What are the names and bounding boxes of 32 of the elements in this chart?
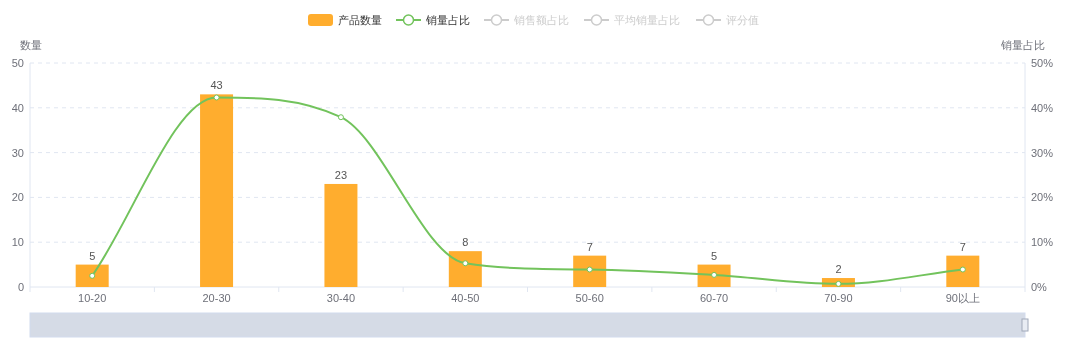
x-tick-label: 30-40 (326, 292, 356, 304)
legend-label: 销量占比 (425, 14, 470, 26)
y-tick-label: 30 (11, 146, 24, 159)
data-label: 7 (586, 240, 593, 253)
y2-axis-title: 销量占比 (1000, 39, 1045, 51)
x-tick-label: 20-30 (202, 292, 231, 304)
x-tick-label: 60-70 (699, 292, 729, 304)
y2-tick-label: 10% (1031, 236, 1054, 249)
data-label: 2 (835, 263, 842, 276)
data-label: 5 (711, 249, 718, 262)
data-label: 8 (462, 236, 469, 249)
x-tick-label: 70-90 (824, 292, 853, 304)
y-tick-label: 20 (11, 191, 24, 204)
y2-tick-label: 40% (1031, 101, 1054, 114)
y2-tick-label: 20% (1031, 191, 1054, 204)
y-tick-label: 50 (11, 57, 24, 69)
y2-tick-label: 30% (1031, 146, 1054, 159)
y2-tick-label: 0% (1031, 281, 1048, 293)
x-tick-label: 50-60 (575, 292, 604, 304)
y-tick-label: 40 (11, 101, 24, 114)
y2-tick-label: 50% (1031, 57, 1054, 69)
y-tick-label: 10 (11, 236, 24, 249)
y-tick-label: 0 (17, 281, 24, 293)
data-label: 5 (89, 249, 96, 262)
y-axis-title: 数量 (20, 39, 42, 51)
x-tick-label: 10-20 (78, 292, 107, 304)
data-label: 43 (210, 79, 223, 92)
x-tick-label: 90以上 (945, 292, 980, 304)
data-label: 7 (959, 240, 966, 253)
data-label: 23 (334, 168, 348, 181)
x-tick-label: 40-50 (451, 292, 480, 304)
legend-label: 产品数量 (338, 14, 382, 26)
